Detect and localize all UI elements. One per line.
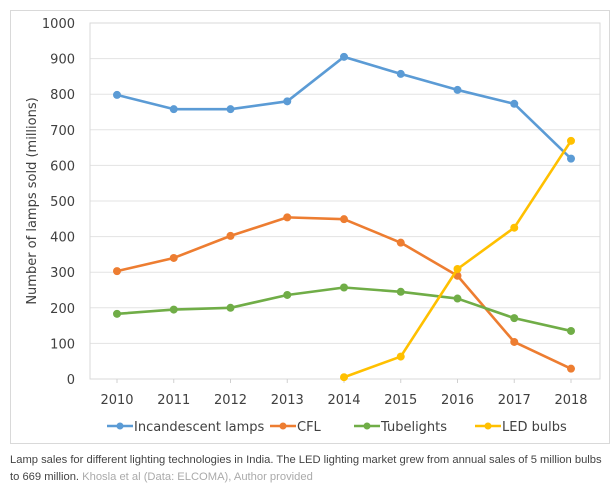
data-point — [396, 352, 405, 361]
data-point — [113, 309, 121, 318]
data-point — [340, 373, 348, 382]
data-point — [396, 287, 405, 296]
legend-label: CFL — [297, 420, 322, 435]
legend-label: LED bulbs — [502, 420, 567, 435]
series-led-bulbs — [340, 136, 575, 382]
data-point — [169, 305, 178, 314]
data-point — [113, 90, 121, 99]
y-tick-label: 0 — [67, 373, 75, 388]
data-point — [453, 294, 462, 303]
figure-caption: Lamp sales for different lighting techno… — [10, 452, 614, 486]
data-point — [396, 238, 405, 247]
gridlines — [90, 22, 600, 380]
legend-item: LED bulbs — [475, 420, 567, 435]
legend-item: CFL — [270, 420, 322, 435]
series-cfl — [113, 213, 575, 373]
legend-swatch-marker — [363, 422, 371, 430]
y-tick-label: 200 — [50, 302, 75, 317]
data-point — [283, 97, 292, 106]
data-point — [169, 105, 178, 114]
x-tick-label: 2011 — [157, 393, 190, 408]
legend-item: Incandescent lamps — [107, 420, 265, 435]
data-point — [567, 364, 575, 373]
data-point — [340, 215, 348, 224]
data-point — [510, 337, 519, 346]
legend-swatch-marker — [484, 422, 492, 430]
series-tubelights — [113, 283, 575, 335]
x-tick-label: 2012 — [214, 393, 247, 408]
y-tick-label: 900 — [50, 53, 75, 68]
data-point — [453, 85, 462, 94]
legend-label: Tubelights — [380, 420, 447, 435]
y-tick-label: 800 — [50, 88, 75, 103]
y-tick-label: 700 — [50, 124, 75, 139]
y-tick-label: 1000 — [42, 17, 75, 32]
data-point — [226, 105, 235, 114]
data-point — [510, 99, 519, 108]
data-point — [169, 253, 178, 262]
data-point — [340, 283, 348, 292]
caption-text: Lamp sales for different lighting techno… — [10, 454, 602, 483]
series-incandescent-lamps — [113, 52, 575, 163]
data-point — [283, 290, 292, 299]
data-point — [567, 154, 575, 163]
data-point — [283, 213, 292, 222]
y-tick-label: 500 — [50, 195, 75, 210]
legend-label: Incandescent lamps — [134, 420, 265, 435]
series-line — [116, 286, 572, 333]
series-line — [116, 216, 572, 370]
legend-swatch-marker — [116, 422, 124, 430]
data-point — [340, 52, 348, 61]
legend-swatch-marker — [279, 422, 287, 430]
legend-item: Tubelights — [354, 420, 447, 435]
series-group — [113, 52, 575, 382]
data-point — [226, 303, 235, 312]
caption-credit: Khosla et al (Data: ELCOMA), Author prov… — [82, 471, 313, 483]
x-tick-label: 2015 — [384, 393, 417, 408]
y-axis-ticks: 0 100 200 300 400 500 600 700 800 900 1000 — [42, 17, 75, 388]
data-point — [396, 69, 405, 78]
y-tick-label: 400 — [50, 231, 75, 246]
data-point — [510, 223, 519, 232]
data-point — [226, 231, 235, 240]
x-tick-label: 2010 — [100, 393, 133, 408]
legend: Incandescent lamps CFL Tubelights LED bulbs — [107, 420, 567, 435]
y-axis-label: Number of lamps sold (millions) — [25, 97, 40, 304]
x-tick-label: 2017 — [498, 393, 531, 408]
series-line — [343, 140, 573, 379]
chart-frame — [10, 10, 610, 444]
x-tick-label: 2014 — [327, 393, 360, 408]
y-tick-label: 100 — [50, 337, 75, 352]
x-tick-label: 2013 — [271, 393, 304, 408]
y-tick-label: 300 — [50, 266, 75, 281]
x-axis-ticks: 2010 2011 2012 2013 2014 2015 2016 2017 2018 — [100, 379, 588, 408]
data-point — [453, 264, 462, 273]
series-line — [116, 55, 572, 160]
x-tick-label: 2018 — [554, 393, 587, 408]
data-point — [567, 136, 575, 145]
x-tick-label: 2016 — [441, 393, 474, 408]
y-tick-label: 600 — [50, 159, 75, 174]
data-point — [113, 267, 121, 276]
data-point — [567, 326, 575, 335]
data-point — [510, 314, 519, 323]
